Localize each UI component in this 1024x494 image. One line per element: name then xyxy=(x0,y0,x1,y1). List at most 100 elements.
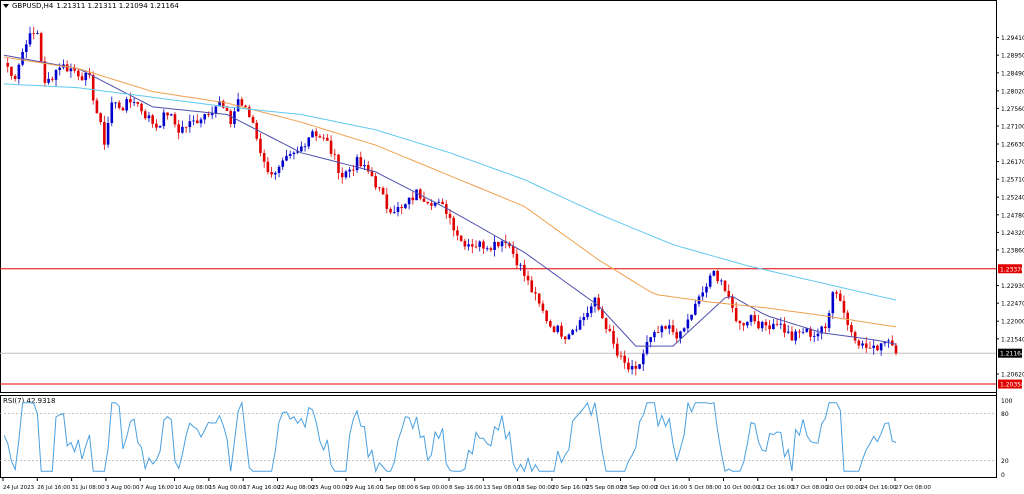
candle-body xyxy=(485,248,489,250)
candle-body xyxy=(303,146,307,148)
time-axis-label: 28 Sep 00:00 xyxy=(621,485,658,491)
candle-body xyxy=(549,321,552,327)
candle-body xyxy=(760,322,764,329)
price-tick-label: 1.25240 xyxy=(1001,195,1024,202)
time-axis-label: 20 Sep 16:00 xyxy=(552,485,589,491)
candle-body xyxy=(329,140,333,154)
price-tick-label: 1.27560 xyxy=(1001,106,1024,113)
candle-body xyxy=(166,112,169,116)
time-axis-label: 25 Aug 00:00 xyxy=(312,485,350,491)
candle-body xyxy=(221,101,225,108)
candle-body xyxy=(270,172,273,175)
candle-body xyxy=(742,323,745,326)
candle-body xyxy=(385,194,389,209)
candle-body xyxy=(322,137,325,139)
candle-body xyxy=(864,343,868,348)
candle-body xyxy=(314,131,318,137)
candle-body xyxy=(288,154,292,156)
candle-body xyxy=(853,332,857,341)
candle-body xyxy=(842,300,846,313)
moving-average-mid xyxy=(3,56,897,328)
candle-body xyxy=(437,201,441,203)
resistance-price-tag-text: 1.23370 xyxy=(1000,266,1024,273)
candle-body xyxy=(352,169,355,171)
candle-body xyxy=(359,157,363,167)
candle-body xyxy=(95,100,99,114)
candle-body xyxy=(541,303,545,311)
time-axis-label: 7 Aug 16:00 xyxy=(140,485,174,491)
candle-body xyxy=(467,244,470,247)
candle-body xyxy=(530,280,534,293)
candle-body xyxy=(43,61,47,83)
candle-body xyxy=(716,270,719,282)
candle-body xyxy=(653,332,656,338)
candle-body xyxy=(155,123,158,128)
candle-body xyxy=(281,160,285,167)
candle-body xyxy=(337,154,340,173)
support-price-tag-text: 1.20358 xyxy=(1000,382,1024,389)
candle-body xyxy=(872,345,876,349)
time-axis-label: 26 Jul 16:00 xyxy=(37,485,70,491)
candle-body xyxy=(489,248,493,250)
candle-body xyxy=(720,280,723,282)
candle-body xyxy=(589,306,593,313)
candle-body xyxy=(51,78,54,80)
candle-body xyxy=(686,319,690,329)
candle-body xyxy=(389,208,392,213)
time-axis-label: 13 Sep 08:00 xyxy=(483,485,520,491)
candle-body xyxy=(277,166,281,173)
price-tick-label: 1.24320 xyxy=(1001,230,1024,237)
price-tick-label: 1.28950 xyxy=(1001,53,1024,60)
candle-body xyxy=(430,203,433,206)
candle-body xyxy=(13,75,17,79)
candle-body xyxy=(805,328,809,332)
time-axis-label: 3 Aug 00:00 xyxy=(106,485,140,491)
candle-body xyxy=(292,152,296,155)
candle-body xyxy=(114,102,117,104)
candle-body xyxy=(656,332,660,333)
candle-body xyxy=(17,64,21,79)
candle-body xyxy=(80,76,84,81)
symbol-label: GBPUSD,H4 xyxy=(12,2,54,10)
candle-body xyxy=(619,355,623,357)
candle-body xyxy=(604,318,608,330)
candle-body xyxy=(831,292,835,314)
candle-body xyxy=(824,326,827,329)
candle-body xyxy=(857,340,861,346)
candle-body xyxy=(36,33,39,34)
candle-body xyxy=(708,275,712,287)
price-tick-label: 1.21540 xyxy=(1001,336,1024,343)
candle-body xyxy=(54,70,58,80)
candle-body xyxy=(218,101,221,107)
time-axis-label: 6 Sep 00:00 xyxy=(415,485,449,491)
candle-body xyxy=(597,297,600,310)
candle-body xyxy=(65,64,69,72)
time-axis-label: 24 Oct 16:00 xyxy=(861,485,897,491)
dropdown-triangle-icon[interactable] xyxy=(3,4,9,8)
candle-body xyxy=(285,155,288,161)
candle-body xyxy=(333,153,337,155)
rsi-tick-label: 20 xyxy=(1001,458,1009,465)
price-tick-label: 1.24780 xyxy=(1001,212,1024,219)
candle-body xyxy=(608,329,612,331)
candle-body xyxy=(99,113,102,123)
candle-body xyxy=(407,197,411,205)
candle-body xyxy=(370,171,374,177)
candle-body xyxy=(210,112,214,116)
price-tick-label: 1.26170 xyxy=(1001,159,1024,166)
candle-body xyxy=(103,122,106,145)
candle-body xyxy=(259,138,262,154)
candle-body xyxy=(236,99,240,112)
current-price-tag-text: 1.21164 xyxy=(1000,351,1024,358)
time-axis-label: 12 Oct 16:00 xyxy=(758,485,794,491)
time-axis-label: 17 Aug 16:00 xyxy=(243,485,281,491)
candle-body xyxy=(340,172,344,178)
candle-body xyxy=(772,323,775,330)
candle-body xyxy=(876,345,879,351)
candle-body xyxy=(184,126,188,128)
candle-body xyxy=(846,312,849,325)
candle-body xyxy=(753,315,757,322)
candle-body xyxy=(786,331,790,333)
candle-body xyxy=(497,241,500,247)
